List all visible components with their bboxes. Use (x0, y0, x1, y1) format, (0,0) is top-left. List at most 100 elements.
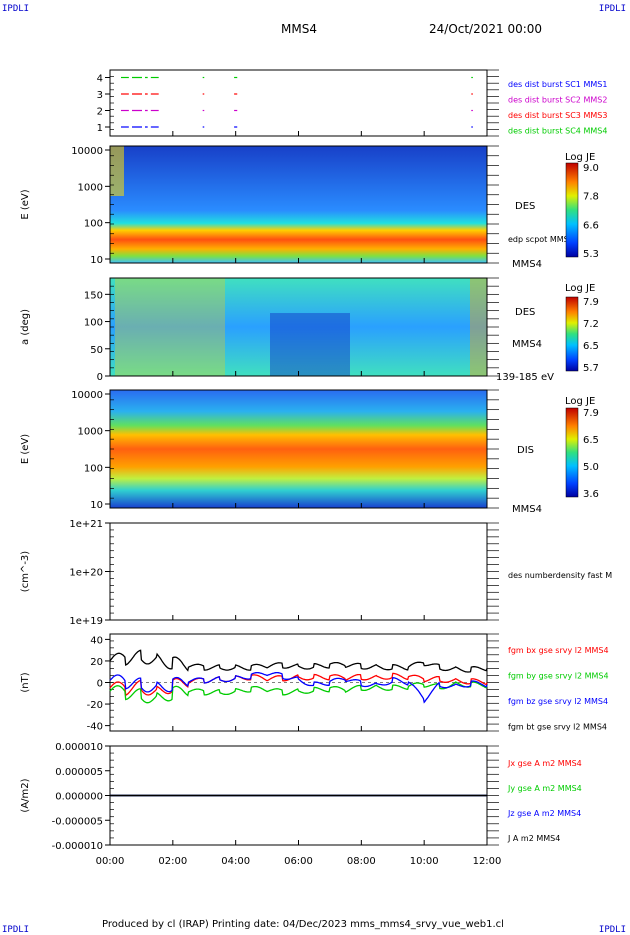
corner-label-top-left: IPDLI (2, 4, 30, 14)
corner-label-top-right: IPDLI (598, 4, 626, 14)
des-pitch-angle-y-tick-label: 150 (84, 290, 103, 301)
dis-energy-colorbar-tick-label: 5.0 (583, 462, 599, 473)
x-tick-label: 08:00 (347, 856, 376, 867)
bfield-series-line (109, 649, 488, 673)
des-energy-colorbar-tick-label: 9.0 (583, 163, 599, 174)
burst-legend-entry: des dist burst SC2 MMS2 (508, 96, 607, 105)
des-energy-right-label: edp scpot MMS4 (508, 235, 574, 244)
current-y-tick-label: -0.000010 (52, 841, 103, 852)
des-energy-y-tick-label: 10 (90, 255, 103, 266)
dis-energy-y-tick-label: 10 (90, 500, 103, 511)
des-energy-colorbar-tick-label: 7.8 (583, 192, 599, 203)
des-pitch-angle-right-label: 139-185 eV (496, 372, 554, 383)
des-pitch-angle-early-feature (115, 278, 225, 376)
dis-energy-y-axis-label: E (eV) (20, 434, 31, 464)
bfield-series-line (109, 672, 488, 697)
des-energy-spectrogram (110, 146, 487, 263)
density-y-tick-label: 1e+20 (69, 568, 103, 579)
density-y-tick-label: 1e+21 (69, 519, 103, 530)
burst-y-tick-label: 1 (97, 123, 103, 134)
bfield-y-axis-label: (nT) (20, 672, 31, 692)
des-pitch-angle-y-tick-label: 0 (97, 372, 103, 383)
des-energy-y-tick-label: 100 (84, 219, 103, 230)
density-y-tick-label: 1e+19 (69, 616, 103, 627)
current-legend-entry: Jx gse A m2 MMS4 (507, 759, 582, 768)
burst-legend-entry: des dist burst SC4 MMS4 (508, 127, 607, 136)
burst-legend-entry: des dist burst SC3 MMS3 (508, 111, 607, 120)
dis-energy-right-label: MMS4 (512, 504, 542, 515)
bfield-y-tick-label: 20 (90, 657, 103, 668)
x-tick-label: 10:00 (410, 856, 439, 867)
des-energy-y-tick-label: 10000 (71, 146, 103, 157)
bfield-legend-entry: fgm bx gse srvy l2 MMS4 (508, 646, 609, 655)
dis-energy-y-tick-label: 100 (84, 463, 103, 474)
bfield-y-tick-label: -20 (87, 700, 103, 711)
burst-legend-entry: des dist burst SC1 MMS1 (508, 80, 607, 89)
des-pitch-angle-colorbar-tick-label: 7.2 (583, 319, 599, 330)
des-energy-colorbar-title: Log JE (565, 152, 595, 163)
burst-y-tick-label: 3 (97, 90, 103, 101)
current-y-tick-label: 0.000010 (55, 742, 103, 753)
burst-y-tick-label: 4 (97, 74, 103, 85)
des-pitch-angle-colorbar-tick-label: 6.5 (583, 341, 599, 352)
des-energy-colorbar-tick-label: 6.6 (583, 220, 599, 231)
des-energy-colorbar-tick-label: 5.3 (583, 249, 599, 260)
bfield-y-tick-label: -40 (87, 722, 103, 733)
burst-panel-frame (109, 69, 488, 137)
des-pitch-angle-y-axis-label: a (deg) (20, 309, 31, 345)
des-pitch-angle-late-feature (470, 278, 487, 376)
corner-label-bottom-left: IPDLI (2, 925, 30, 935)
current-legend-entry: J A m2 MMS4 (507, 834, 560, 843)
des-energy-right-label: DES (515, 201, 535, 212)
des-energy-y-axis-label: E (eV) (20, 189, 31, 219)
bfield-y-tick-label: 0 (97, 679, 103, 690)
dis-energy-y-tick-label: 1000 (78, 427, 103, 438)
dis-energy-spectrogram (110, 390, 487, 508)
dis-energy-colorbar-title: Log JE (565, 396, 595, 407)
des-pitch-angle-spectrogram (110, 278, 487, 376)
des-pitch-angle-low-flux (270, 313, 350, 376)
bfield-legend-entry: fgm bt gse srvy l2 MMS4 (508, 723, 607, 732)
footer-text: Produced by cl (IRAP) Printing date: 04/… (102, 919, 504, 930)
bfield-legend-entry: fgm bz gse srvy l2 MMS4 (508, 697, 608, 706)
des-pitch-angle-y-tick-label: 100 (84, 318, 103, 329)
des-energy-right-label: MMS4 (512, 259, 542, 270)
current-y-tick-label: -0.000005 (52, 816, 103, 827)
x-tick-label: 00:00 (96, 856, 125, 867)
bfield-y-tick-label: 40 (90, 635, 103, 646)
dis-energy-y-tick-label: 10000 (71, 390, 103, 401)
density-y-axis-label: (cm^-3) (20, 551, 31, 592)
x-tick-label: 12:00 (473, 856, 502, 867)
bfield-series-line (109, 671, 488, 704)
dis-energy-colorbar-tick-label: 3.6 (583, 489, 599, 500)
current-y-tick-label: 0.000005 (55, 767, 103, 778)
des-energy-colorbar (565, 162, 579, 258)
x-tick-label: 04:00 (221, 856, 250, 867)
date-title: 24/Oct/2021 00:00 (429, 22, 543, 36)
bfield-series-line (109, 681, 488, 704)
des-pitch-angle-colorbar-tick-label: 7.9 (583, 297, 599, 308)
density-legend-entry: des numberdensity fast M (508, 571, 612, 580)
x-tick-label: 06:00 (284, 856, 313, 867)
dis-energy-colorbar-tick-label: 6.5 (583, 435, 599, 446)
current-legend-entry: Jz gse A m2 MMS4 (507, 809, 581, 818)
x-tick-label: 02:00 (158, 856, 187, 867)
current-legend-entry: Jy gse A m2 MMS4 (507, 784, 582, 793)
des-pitch-angle-colorbar (565, 296, 579, 372)
des-pitch-angle-right-label: MMS4 (512, 339, 542, 350)
current-y-tick-label: 0.000000 (55, 792, 103, 803)
burst-y-tick-label: 2 (97, 107, 103, 118)
des-energy-early-feature (110, 146, 124, 196)
des-pitch-angle-colorbar-tick-label: 5.7 (583, 363, 599, 374)
bfield-legend-entry: fgm by gse srvy l2 MMS4 (508, 672, 609, 681)
spacecraft-title: MMS4 (281, 22, 317, 36)
corner-label-bottom-right: IPDLI (598, 925, 626, 935)
density-frame (109, 522, 488, 621)
des-energy-y-tick-label: 1000 (78, 182, 103, 193)
dis-energy-colorbar (565, 407, 579, 498)
des-pitch-angle-colorbar-title: Log JE (565, 283, 595, 294)
current-y-axis-label: (A/m2) (20, 778, 31, 812)
dis-energy-right-label: DIS (517, 445, 534, 456)
des-pitch-angle-right-label: DES (515, 307, 535, 318)
